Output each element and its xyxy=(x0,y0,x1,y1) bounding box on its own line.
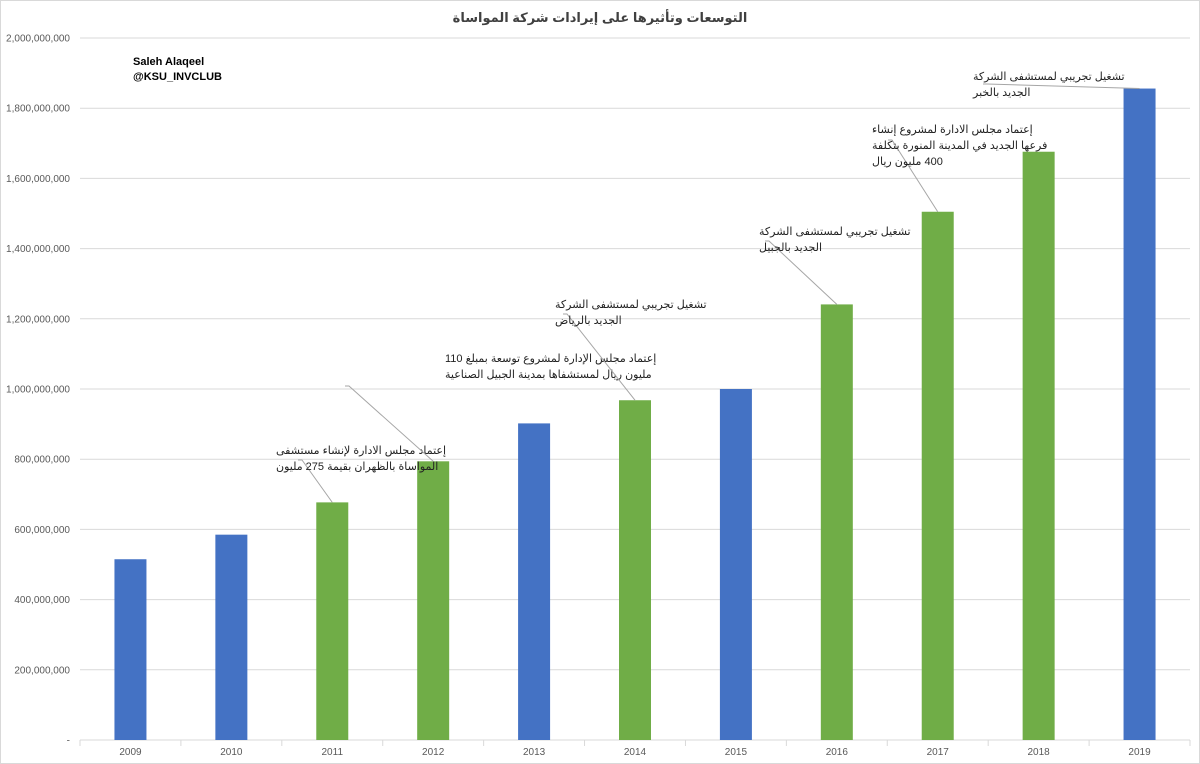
bar-2015 xyxy=(719,389,752,740)
annotation-text: تشغيل تجريبي لمستشفى الشركة xyxy=(555,299,707,311)
annotation-text: إعتماد مجلس الإدارة لمشروع توسعة بمبلغ 1… xyxy=(445,353,656,365)
y-tick-label: - xyxy=(67,736,70,747)
bar-2009 xyxy=(114,559,147,740)
annotation-leader-line xyxy=(765,240,838,305)
y-tick-label: 200,000,000 xyxy=(14,665,70,676)
y-tick-label: 1,200,000,000 xyxy=(6,314,70,325)
annotation-text: تشغيل تجريبي لمستشفى الشركة xyxy=(759,226,911,238)
y-axis-ticks: - 200,000,000 400,000,000 600,000,000 800,00… xyxy=(6,34,70,747)
annotation-text: المواساة بالظهران بقيمة 275 مليون xyxy=(276,461,438,473)
annotation-text: إعتماد مجلس الادارة لمشروع إنشاء xyxy=(872,124,1033,136)
annotation-text: الجديد بالجبيل xyxy=(759,242,822,254)
x-tick-label: 2015 xyxy=(725,747,748,758)
y-tick-label: 1,000,000,000 xyxy=(6,385,70,396)
annotation-text: الجديد بالرياض xyxy=(555,315,622,327)
x-tick-label: 2010 xyxy=(220,747,243,758)
x-tick-label: 2018 xyxy=(1028,747,1051,758)
bar-2019 xyxy=(1123,88,1156,740)
credit-name: Saleh Alaqeel xyxy=(133,56,204,68)
y-tick-label: 1,400,000,000 xyxy=(6,244,70,255)
y-tick-label: 600,000,000 xyxy=(14,525,70,536)
bar-2016 xyxy=(820,304,853,740)
bar-2010 xyxy=(215,534,248,740)
x-tick-label: 2013 xyxy=(523,747,546,758)
annotation-text: فرعها الجديد في المدينة المنورة بتكلفة xyxy=(872,140,1047,152)
x-tick-label: 2019 xyxy=(1128,747,1151,758)
bar-2018 xyxy=(1022,151,1055,740)
annotation-text: تشغيل تجريبي لمستشفى الشركة xyxy=(973,71,1125,83)
bar-2012 xyxy=(417,461,450,740)
annotation-leader-line xyxy=(888,139,939,213)
y-tick-label: 2,000,000,000 xyxy=(6,34,70,45)
annotation-leader-line xyxy=(298,459,333,503)
annotation-text: إعتماد مجلس الادارة لإنشاء مستشفى xyxy=(276,445,446,457)
y-tick-label: 1,800,000,000 xyxy=(6,104,70,115)
y-tick-label: 800,000,000 xyxy=(14,455,70,466)
bar-2011 xyxy=(316,502,349,740)
bar-2013 xyxy=(518,423,551,740)
credit-handle: @KSU_INVCLUB xyxy=(133,71,222,83)
x-tick-label: 2016 xyxy=(826,747,849,758)
annotations: إعتماد مجلس الادارة لإنشاء مستشفى المواسا… xyxy=(276,71,1140,503)
x-tick-label: 2014 xyxy=(624,747,647,758)
annotation-leader-line xyxy=(563,313,636,401)
chart-title: التوسعات وتأثيرها على إيرادات شركة الموا… xyxy=(453,9,748,25)
bar-2014 xyxy=(619,400,651,740)
x-tick-label: 2017 xyxy=(927,747,950,758)
y-tick-label: 400,000,000 xyxy=(14,595,70,606)
annotation-text: 400 مليون ريال xyxy=(872,156,943,168)
x-tick-label: 2012 xyxy=(422,747,445,758)
y-tick-label: 1,600,000,000 xyxy=(6,174,70,185)
annotation-text: الجديد بالخبر xyxy=(972,87,1030,99)
bar-2017 xyxy=(921,211,954,740)
x-axis-ticks: 2009 2010 2011 2012 2013 2014 2015 2016 2017 2018… xyxy=(79,740,1191,758)
bars xyxy=(114,88,1156,740)
x-tick-label: 2009 xyxy=(119,747,142,758)
annotation-text: مليون ريال لمستشفاها بمدينة الجبيل الصنا… xyxy=(445,369,652,381)
annotation-leader-line xyxy=(983,83,1140,90)
annotation-leader-line xyxy=(345,385,434,462)
x-tick-label: 2011 xyxy=(322,747,344,758)
